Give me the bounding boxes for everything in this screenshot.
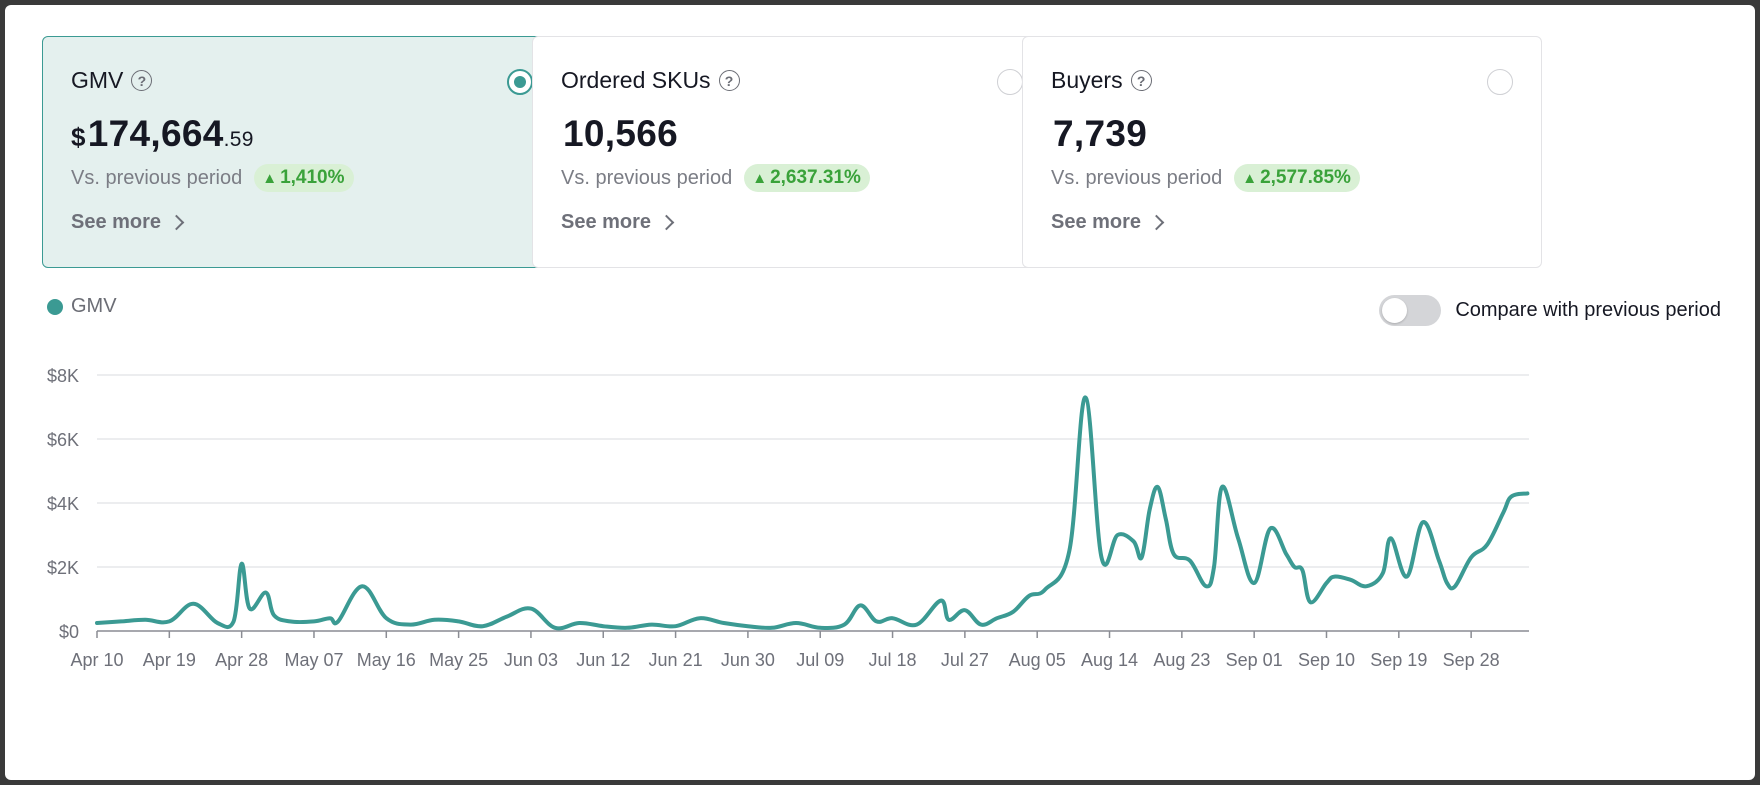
card-select-radio[interactable] (997, 69, 1023, 95)
x-tick-label: Sep 19 (1370, 650, 1427, 670)
x-tick-label: Aug 14 (1081, 650, 1138, 670)
card-value: 10,566 (561, 113, 678, 155)
metric-card-buyers[interactable]: Buyers ? 7,739 Vs. previous period ▲ 2,57… (1022, 36, 1542, 268)
x-tick-label: May 07 (284, 650, 343, 670)
see-more-label: See more (71, 211, 162, 233)
x-tick-label: Sep 01 (1226, 650, 1283, 670)
chart-legend: GMV (47, 295, 117, 318)
x-tick-label: Jun 12 (576, 650, 630, 670)
y-tick-label: $4K (47, 494, 79, 514)
delta-badge: ▲ 2,637.31% (744, 164, 870, 192)
card-value: 7,739 (1051, 113, 1147, 155)
value-cents: .59 (223, 128, 254, 151)
chevron-right-icon (658, 214, 675, 231)
delta-value: 1,410% (280, 167, 345, 188)
value-main: 7,739 (1053, 113, 1148, 154)
delta-value: 2,637.31% (770, 167, 861, 188)
comparison-row: Vs. previous period ▲ 2,577.85% (1051, 164, 1360, 192)
y-tick-label: $0 (59, 622, 79, 642)
x-tick-label: May 16 (357, 650, 416, 670)
see-more-link[interactable]: See more (561, 211, 675, 234)
metric-card-gmv[interactable]: GMV ? $174,664.59 Vs. previous period ▲ 1… (42, 36, 562, 268)
help-icon[interactable]: ? (1130, 70, 1152, 91)
compare-toggle[interactable] (1379, 295, 1442, 326)
card-title-text: GMV (71, 67, 124, 93)
help-icon[interactable]: ? (131, 70, 153, 91)
x-tick-label: May 25 (429, 650, 488, 670)
x-tick-label: Jun 21 (649, 650, 703, 670)
comparison-label: Vs. previous period (561, 166, 733, 189)
value-main: 10,566 (563, 113, 678, 154)
x-tick-label: Apr 10 (70, 650, 123, 670)
help-icon[interactable]: ? (718, 70, 740, 91)
x-tick-label: Apr 19 (143, 650, 196, 670)
x-tick-label: Jul 18 (869, 650, 917, 670)
card-title-text: Buyers (1051, 67, 1123, 93)
y-tick-label: $8K (47, 366, 79, 386)
comparison-row: Vs. previous period ▲ 1,410% (71, 164, 354, 192)
x-tick-label: Aug 05 (1009, 650, 1066, 670)
legend-label: GMV (71, 295, 117, 317)
chevron-right-icon (1148, 214, 1165, 231)
arrow-up-icon: ▲ (262, 169, 278, 187)
card-select-radio[interactable] (1487, 69, 1513, 95)
chevron-right-icon (168, 214, 185, 231)
delta-badge: ▲ 2,577.85% (1234, 164, 1360, 192)
series-line-gmv (95, 395, 1530, 631)
currency-symbol: $ (71, 122, 86, 152)
card-select-radio[interactable] (507, 69, 533, 95)
x-tick-label: Sep 10 (1298, 650, 1355, 670)
card-title-text: Ordered SKUs (561, 67, 711, 93)
y-tick-label: $2K (47, 558, 79, 578)
comparison-row: Vs. previous period ▲ 2,637.31% (561, 164, 870, 192)
see-more-label: See more (561, 211, 652, 233)
legend-marker (47, 298, 63, 315)
y-tick-label: $6K (47, 430, 79, 450)
see-more-label: See more (1051, 211, 1142, 233)
comparison-label: Vs. previous period (71, 166, 243, 189)
x-tick-label: Jul 27 (941, 650, 989, 670)
comparison-label: Vs. previous period (1051, 166, 1223, 189)
x-tick-label: Jun 03 (504, 650, 558, 670)
gmv-line-chart: $0 $2K $4K $6K $8K Apr 10 Apr 19 Apr 28 May 07 Ma… (47, 366, 1530, 670)
compare-label: Compare with previous period (1455, 299, 1721, 321)
x-tick-label: Sep 28 (1443, 650, 1500, 670)
see-more-link[interactable]: See more (1051, 211, 1165, 234)
delta-badge: ▲ 1,410% (254, 164, 354, 192)
x-tick-label: Aug 23 (1153, 650, 1210, 670)
x-tick-label: Jul 09 (796, 650, 844, 670)
compare-control: Compare with previous period (1379, 295, 1721, 326)
card-title: Ordered SKUs ? (561, 67, 740, 94)
dashboard-panel: GMV ? $174,664.59 Vs. previous period ▲ 1… (5, 5, 1755, 780)
see-more-link[interactable]: See more (71, 211, 185, 234)
value-main: 174,664 (87, 113, 224, 154)
x-tick-label: Apr 28 (215, 650, 268, 670)
card-value: $174,664.59 (71, 113, 254, 155)
delta-value: 2,577.85% (1260, 167, 1351, 188)
x-tick-label: Jun 30 (721, 650, 775, 670)
arrow-up-icon: ▲ (752, 169, 768, 187)
card-title: GMV ? (71, 67, 153, 94)
arrow-up-icon: ▲ (1242, 169, 1258, 187)
metric-card-ordered-skus[interactable]: Ordered SKUs ? 10,566 Vs. previous perio… (532, 36, 1052, 268)
card-title: Buyers ? (1051, 67, 1152, 94)
